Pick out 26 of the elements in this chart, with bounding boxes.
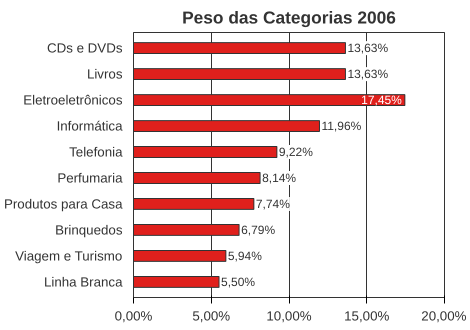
y-tick-label: Produtos para Casa [4,196,124,212]
y-tick-label: Livros [86,66,123,82]
data-label: 5,50% [221,274,256,289]
data-label: 13,63% [347,67,388,82]
x-tick-label: 10,00% [266,308,312,324]
x-tick-label: 20,00% [421,308,467,324]
data-label: 13,63% [347,41,388,56]
data-label: 5,94% [228,248,262,263]
x-tick-label: 15,00% [344,308,390,324]
y-tick-label: Perfumaria [57,170,124,186]
data-label: 11,96% [321,119,362,134]
y-tick-label: Brinquedos [55,222,123,238]
data-label: 17,45% [361,93,402,108]
y-tick-label: Viagem e Turismo [15,248,122,264]
data-label: 6,79% [241,222,276,237]
data-label: 7,74% [256,196,290,211]
y-tick-label: Eletroeletrônicos [23,92,123,108]
x-tick-label: 0,00% [114,308,153,324]
y-tick-label: Informática [56,118,124,134]
chart-title: Peso das Categorias 2006 [182,8,396,28]
y-tick-label: Linha Branca [44,274,124,290]
data-label: 8,14% [262,170,296,185]
y-tick-label: CDs e DVDs [46,40,123,56]
y-tick-label: Telefonia [69,144,124,160]
x-tick-label: 5,00% [192,308,230,324]
data-label: 9,22% [278,145,314,160]
